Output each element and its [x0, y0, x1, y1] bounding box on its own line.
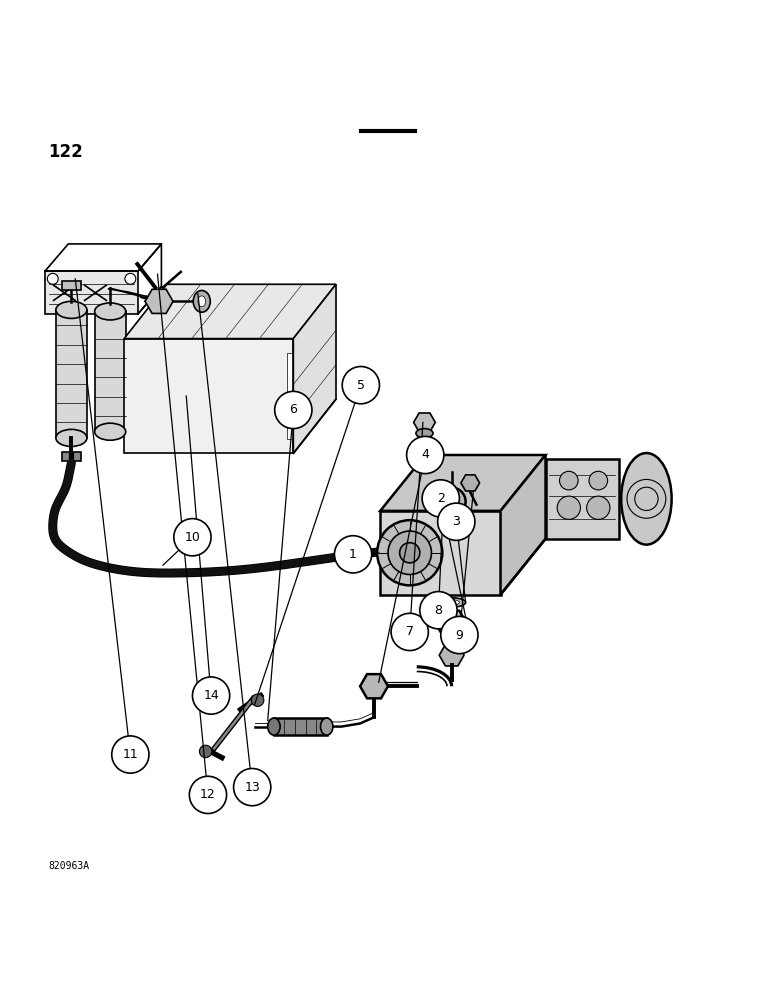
Bar	[56, 310, 87, 438]
Text: 1: 1	[349, 548, 357, 561]
Ellipse shape	[320, 718, 333, 735]
Bar	[62, 281, 81, 290]
Ellipse shape	[444, 600, 459, 605]
Circle shape	[587, 496, 610, 519]
Circle shape	[275, 391, 312, 429]
Circle shape	[334, 536, 372, 573]
Circle shape	[441, 616, 478, 654]
Circle shape	[125, 273, 136, 284]
Text: 820963A: 820963A	[48, 861, 89, 871]
Text: 122: 122	[48, 143, 83, 161]
Bar	[62, 452, 81, 461]
Circle shape	[388, 531, 431, 574]
Text: 13: 13	[244, 781, 260, 794]
Text: 12: 12	[200, 788, 216, 801]
Ellipse shape	[621, 453, 672, 545]
Polygon shape	[293, 284, 336, 453]
Ellipse shape	[438, 598, 466, 607]
Circle shape	[438, 488, 466, 516]
Bar	[287, 353, 292, 439]
Text: 11: 11	[123, 748, 138, 761]
Ellipse shape	[95, 303, 126, 320]
Ellipse shape	[56, 301, 87, 318]
Circle shape	[559, 471, 578, 490]
Circle shape	[199, 745, 212, 758]
Ellipse shape	[198, 296, 206, 307]
Polygon shape	[124, 284, 336, 339]
Polygon shape	[124, 339, 293, 453]
FancyBboxPatch shape	[546, 459, 619, 539]
Circle shape	[112, 736, 149, 773]
Bar	[95, 311, 126, 432]
Circle shape	[400, 543, 420, 563]
Text: 8: 8	[435, 604, 442, 617]
Circle shape	[420, 592, 457, 629]
Text: 9: 9	[456, 629, 463, 642]
Circle shape	[234, 768, 271, 806]
Circle shape	[189, 776, 227, 814]
Circle shape	[407, 436, 444, 474]
Circle shape	[174, 519, 211, 556]
FancyBboxPatch shape	[380, 511, 501, 595]
Text: 6: 6	[289, 403, 297, 416]
Text: 7: 7	[406, 625, 414, 638]
Circle shape	[557, 496, 580, 519]
Circle shape	[391, 613, 428, 651]
Ellipse shape	[56, 429, 87, 446]
Circle shape	[445, 495, 458, 508]
Text: 14: 14	[203, 689, 219, 702]
Bar	[392, 547, 409, 556]
Text: 4: 4	[421, 448, 429, 461]
Polygon shape	[380, 455, 546, 511]
Bar	[274, 718, 327, 735]
Bar	[45, 271, 138, 314]
Ellipse shape	[193, 290, 210, 312]
Circle shape	[589, 471, 608, 490]
Text: 3: 3	[452, 515, 460, 528]
Text: 2: 2	[437, 492, 445, 505]
Text: 10: 10	[185, 531, 200, 544]
Circle shape	[251, 694, 264, 706]
Circle shape	[47, 273, 58, 284]
Polygon shape	[501, 455, 546, 595]
Ellipse shape	[416, 429, 433, 438]
Circle shape	[377, 520, 442, 585]
Ellipse shape	[268, 718, 280, 735]
Circle shape	[342, 367, 379, 404]
Circle shape	[422, 480, 459, 517]
Circle shape	[192, 677, 230, 714]
Text: 5: 5	[357, 379, 365, 392]
Ellipse shape	[95, 423, 126, 440]
Circle shape	[438, 503, 475, 540]
